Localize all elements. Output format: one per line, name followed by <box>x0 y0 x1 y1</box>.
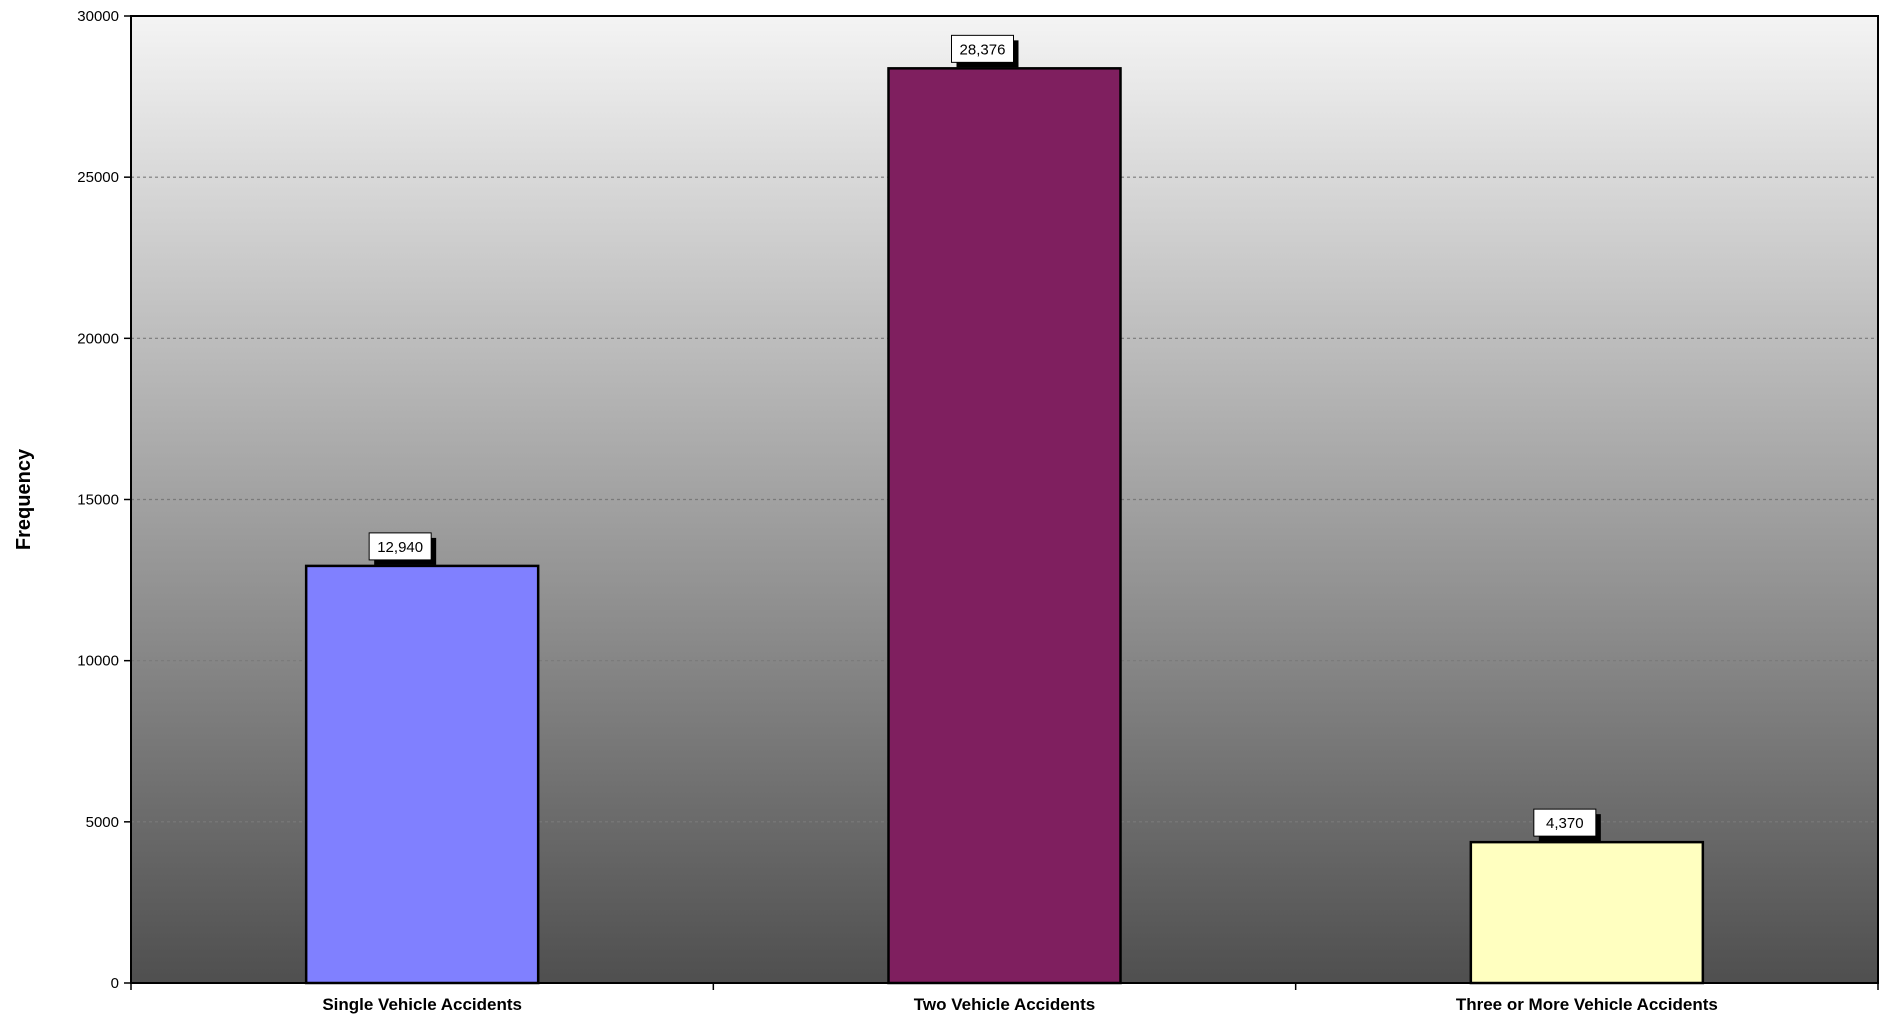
labels: 12,940 Single Vehicle Accidents 28,376 Two … <box>322 34 1718 1014</box>
data-label-box <box>951 34 1014 63</box>
y-tick-label: 25000 <box>77 169 119 186</box>
y-tick-label: 10000 <box>77 653 119 670</box>
bar <box>304 564 540 985</box>
data-label-box <box>1533 808 1597 837</box>
axes: 0 5000 10000 15000 20000 25000 30000 <box>77 8 1879 992</box>
y-axis-title: Frequency <box>13 448 35 550</box>
data-label-box <box>368 532 432 561</box>
y-tick-label: 15000 <box>77 492 119 509</box>
x-category-label: Three or More Vehicle Accidents <box>1456 995 1718 1014</box>
plot-frame <box>130 15 1879 984</box>
bars <box>304 67 1705 985</box>
y-tick-label: 0 <box>111 975 119 992</box>
y-tick-label: 5000 <box>86 814 119 831</box>
data-label: 4,370 <box>1546 815 1584 832</box>
data-label: 12,940 <box>377 539 423 556</box>
y-tick-label: 30000 <box>77 8 119 25</box>
data-label: 28,376 <box>960 41 1006 58</box>
bar <box>887 67 1122 985</box>
x-category-label: Two Vehicle Accidents <box>914 995 1095 1014</box>
bar <box>1469 840 1705 985</box>
y-tick-label: 20000 <box>77 330 119 347</box>
x-category-label: Single Vehicle Accidents <box>322 995 522 1014</box>
